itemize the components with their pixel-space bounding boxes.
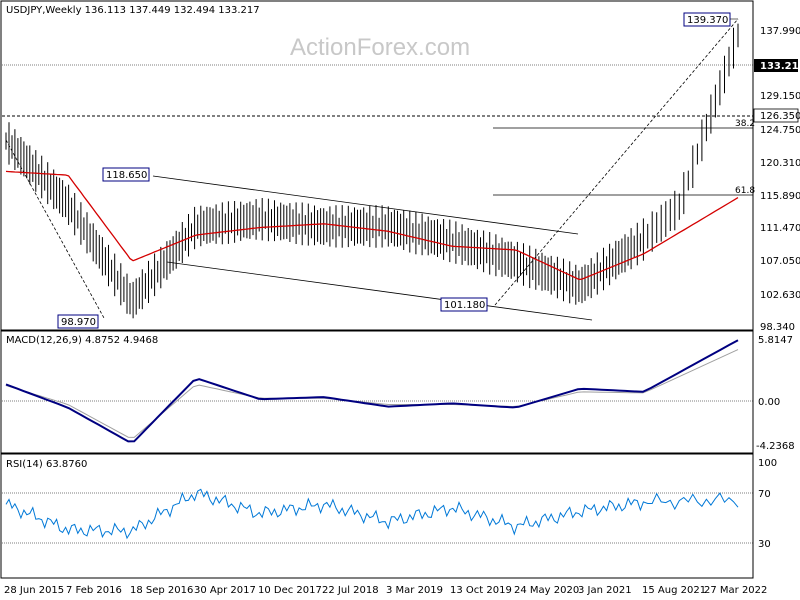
decline-dashed-line (5, 139, 105, 319)
price-tick: 102.630 (760, 290, 800, 301)
x-tick: 28 Jun 2015 (4, 585, 64, 596)
x-tick: 15 Aug 2021 (642, 585, 706, 596)
annotation-101: 101.180 (440, 297, 488, 312)
level-tag-value: 126.350 (760, 111, 800, 122)
fib-61-label: 61.8 (735, 186, 755, 196)
price-tick: 98.340 (760, 322, 795, 333)
macd-line (5, 339, 739, 443)
rsi-tick: 30 (758, 539, 771, 550)
price-tick: 120.310 (760, 158, 800, 169)
x-tick: 24 May 2020 (514, 585, 579, 596)
current-price-tag (754, 59, 798, 72)
svg-text:101.180: 101.180 (444, 300, 485, 311)
x-tick: 7 Feb 2016 (66, 585, 122, 596)
price-tick: 111.470 (760, 223, 800, 234)
price-bars (5, 23, 739, 319)
macd-tick: 5.8147 (758, 335, 793, 346)
x-tick: 3 Mar 2019 (386, 585, 443, 596)
x-tick: 10 Dec 2017 (258, 585, 322, 596)
x-tick: 30 Apr 2017 (194, 585, 256, 596)
price-header: USDJPY,Weekly 136.113 137.449 132.494 13… (6, 5, 260, 16)
annotation-139: 139.370 (683, 12, 731, 27)
annotation-98: 98.970 (57, 314, 99, 329)
price-tick: 129.150 (760, 91, 800, 102)
rsi-tick: 100 (758, 458, 777, 469)
channel-upper-line (152, 175, 579, 235)
annotation-118: 118.650 (102, 167, 150, 182)
x-tick: 18 Sep 2016 (130, 585, 193, 596)
current-price-value: 133.217 (760, 61, 800, 72)
price-tick: 107.050 (760, 256, 800, 267)
price-tick: 137.990 (760, 26, 800, 37)
macd-tick: 0.00 (758, 397, 780, 408)
rsi-line (5, 488, 739, 540)
price-tick: 115.890 (760, 191, 800, 202)
svg-text:98.970: 98.970 (61, 317, 96, 328)
watermark: ActionForex.com (290, 34, 470, 61)
macd-tick: -4.2368 (756, 441, 795, 452)
x-axis: 28 Jun 2015 7 Feb 2016 18 Sep 2016 30 Ap… (4, 585, 767, 596)
svg-text:118.650: 118.650 (106, 170, 147, 181)
fib-38-label: 38.2 (735, 119, 755, 129)
price-axis: 137.990 129.150 120.310 115.890 111.470 … (753, 26, 800, 333)
x-tick: 13 Oct 2019 (450, 585, 512, 596)
rsi-header: RSI(14) 63.8760 (6, 459, 87, 470)
price-tick: 124.750 (760, 125, 800, 136)
channel-lower-line (166, 261, 593, 321)
level-tag (753, 108, 799, 123)
macd-header: MACD(12,26,9) 4.8752 4.9468 (6, 335, 158, 346)
x-tick: 22 Jul 2018 (322, 585, 379, 596)
x-tick: 27 Mar 2022 (704, 585, 767, 596)
moving-average-line (5, 170, 739, 281)
rsi-tick: 70 (758, 489, 771, 500)
x-tick: 3 Jan 2021 (578, 585, 632, 596)
price-panel (0, 0, 754, 331)
svg-text:139.370: 139.370 (687, 15, 728, 26)
